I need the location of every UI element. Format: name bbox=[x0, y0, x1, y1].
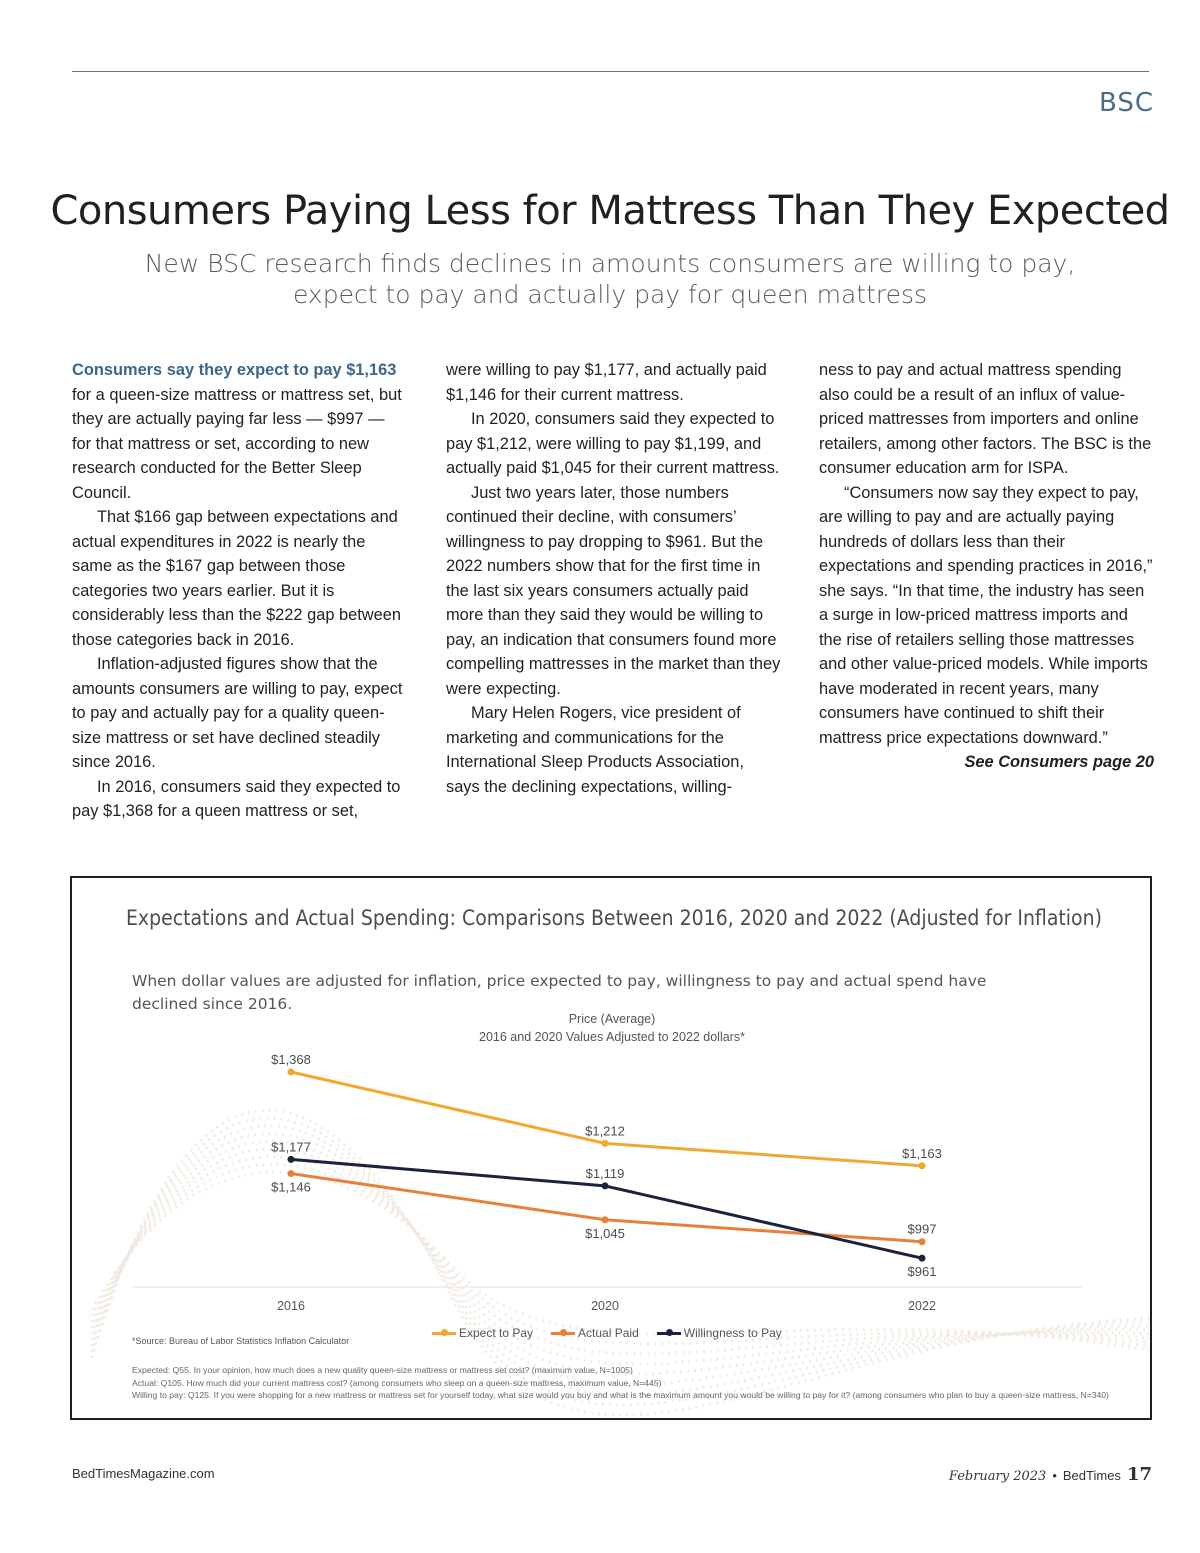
note-actual: Actual: Q105. How much did your current … bbox=[132, 1377, 662, 1388]
paragraph: “Consumers now say they expect to pay, a… bbox=[819, 483, 1153, 747]
deck: New BSC research finds declines in amoun… bbox=[0, 248, 1200, 310]
data-label: $961 bbox=[908, 1264, 937, 1279]
survey-notes: Expected: Q55. In your opinion, how much… bbox=[132, 1364, 1142, 1402]
line-chart: $1,368 $1,212 $1,163 $1,146 $1,045 $997 $1,177… bbox=[90, 1052, 1150, 1417]
data-point bbox=[601, 1182, 609, 1190]
x-tick-label: 2022 bbox=[908, 1299, 936, 1313]
data-label: $1,368 bbox=[271, 1052, 311, 1067]
data-point bbox=[918, 1238, 926, 1246]
paragraph: Just two years later, those numbers cont… bbox=[446, 483, 781, 698]
swoosh-stroke bbox=[90, 1163, 1150, 1348]
swoosh-stroke bbox=[90, 1147, 1150, 1366]
swoosh-stroke bbox=[90, 1140, 1150, 1376]
chart-title: Expectations and Actual Spending: Compar… bbox=[126, 906, 1102, 930]
deck-line-2: expect to pay and actually pay for queen… bbox=[292, 280, 928, 309]
paragraph: Inflation-adjusted figures show that the… bbox=[72, 655, 403, 771]
data-point bbox=[601, 1216, 609, 1224]
footer-folio: February 2023 • BedTimes 17 bbox=[949, 1464, 1152, 1485]
swoosh-stroke bbox=[90, 1116, 1150, 1407]
deck-line-1: New BSC research finds declines in amoun… bbox=[144, 249, 1076, 278]
swoosh-stroke bbox=[90, 1170, 1150, 1352]
source-note: *Source: Bureau of Labor Statistics Infl… bbox=[132, 1336, 350, 1346]
plot-title: Price (Average) 2016 and 2020 Values Adj… bbox=[412, 1010, 812, 1046]
data-point bbox=[918, 1162, 926, 1170]
legend-item-willingness: Willingness to Pay bbox=[656, 1326, 782, 1340]
data-point bbox=[601, 1139, 609, 1147]
data-label: $1,163 bbox=[902, 1146, 942, 1161]
headline: Consumers Paying Less for Mattress Than … bbox=[50, 188, 1170, 234]
paragraph: Consumers say they expect to pay $1,163 … bbox=[72, 361, 402, 502]
series-line-expect-to-pay bbox=[290, 1070, 923, 1168]
x-tick-label: 2020 bbox=[591, 1299, 619, 1313]
data-point bbox=[918, 1254, 926, 1262]
jump-link[interactable]: See Consumers page 20 bbox=[964, 753, 1155, 771]
note-willing: Willing to pay: Q125. If you were shoppi… bbox=[132, 1390, 1109, 1400]
paragraph: ness to pay and actual mattress spending… bbox=[819, 361, 1152, 477]
note-expected: Expected: Q55. In your opinion, how much… bbox=[132, 1365, 633, 1375]
data-point bbox=[287, 1155, 295, 1163]
footer-separator: • bbox=[1052, 1468, 1057, 1483]
data-label: $1,177 bbox=[271, 1139, 311, 1154]
footer-date: February 2023 bbox=[948, 1469, 1047, 1484]
legend-item-expect: Expect to Pay bbox=[432, 1326, 533, 1340]
data-label: $1,146 bbox=[271, 1180, 311, 1195]
plot-subtitle-line: 2016 and 2020 Values Adjusted to 2022 do… bbox=[479, 1030, 745, 1044]
lead-in: Consumers say they expect to pay $1,163 bbox=[72, 361, 397, 379]
data-label: $997 bbox=[908, 1222, 937, 1237]
chart-legend: Expect to Pay Actual Paid Willingness to… bbox=[432, 1326, 782, 1340]
data-label: $1,119 bbox=[586, 1166, 625, 1181]
chart-subtitle: When dollar values are adjusted for infl… bbox=[132, 972, 987, 1013]
paragraph: were willing to pay $1,177, and actually… bbox=[446, 361, 767, 404]
section-tag: BSC bbox=[1098, 88, 1154, 118]
paragraph: In 2016, consumers said they expected to… bbox=[72, 777, 401, 821]
paragraph: Mary Helen Rogers, vice president of mar… bbox=[446, 704, 744, 796]
footer-publication: BedTimes bbox=[1062, 1468, 1121, 1483]
data-label: $1,212 bbox=[585, 1123, 625, 1138]
swoosh-stroke bbox=[90, 1155, 1150, 1356]
x-tick-label: 2016 bbox=[277, 1299, 305, 1313]
legend-swatch bbox=[551, 1329, 576, 1336]
legend-swatch bbox=[432, 1329, 456, 1336]
chart-figure: $1,368 $1,212 $1,163 $1,146 $1,045 $997 $1,177… bbox=[70, 876, 1152, 1420]
paragraph: In 2020, consumers said they expected to… bbox=[446, 410, 780, 477]
column-3: ness to pay and actual mattress spending… bbox=[819, 358, 1154, 775]
plot-title-line: Price (Average) bbox=[568, 1012, 656, 1026]
footer-website[interactable]: BedTimesMagazine.com bbox=[72, 1466, 215, 1481]
data-point bbox=[287, 1068, 295, 1076]
page-number: 17 bbox=[1126, 1464, 1152, 1485]
background-swoosh-decoration bbox=[90, 1109, 1150, 1417]
legend-item-actual: Actual Paid bbox=[551, 1326, 639, 1340]
data-point bbox=[287, 1170, 295, 1178]
paragraph: That $166 gap between expectations and a… bbox=[72, 508, 401, 649]
column-2: were willing to pay $1,177, and actually… bbox=[446, 358, 781, 799]
legend-swatch bbox=[656, 1329, 681, 1336]
top-rule bbox=[72, 71, 1149, 72]
data-label: $1,045 bbox=[585, 1226, 625, 1241]
column-1: Consumers say they expect to pay $1,163 … bbox=[72, 358, 407, 824]
